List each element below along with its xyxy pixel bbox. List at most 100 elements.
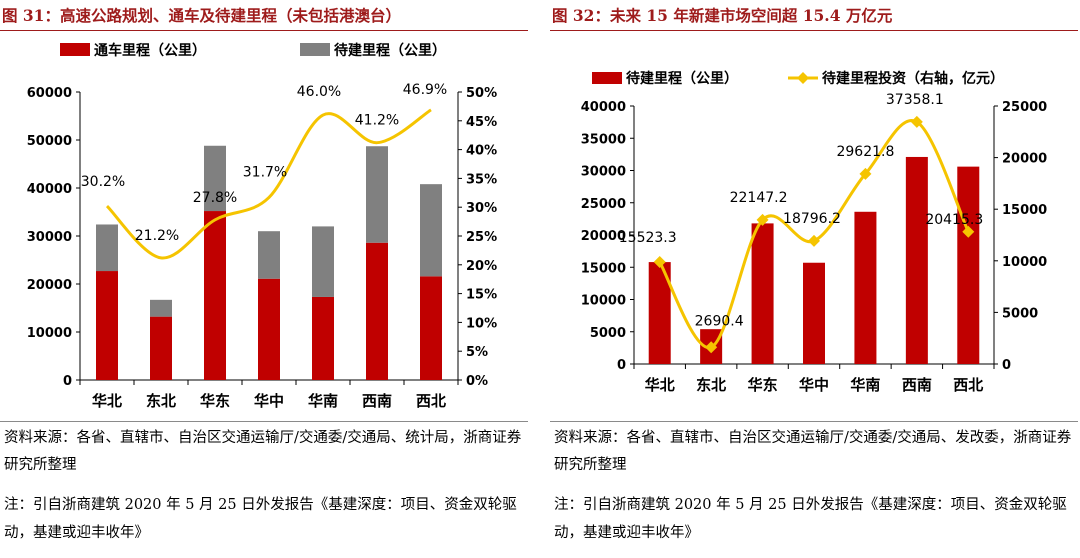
y-tick-label: 0 [617, 358, 626, 373]
x-category-label: 西北 [953, 376, 983, 394]
bar-pending-2 [204, 145, 226, 212]
y-tick-label: 20000 [581, 229, 626, 244]
line-data-label: 18796.2 [783, 211, 841, 227]
line-data-label: 22147.2 [730, 190, 788, 206]
bar-pending-1 [150, 299, 172, 317]
bar-pending-6 [420, 184, 442, 277]
line-data-label: 21.2% [135, 228, 179, 244]
investment-marker [705, 341, 718, 354]
y2-tick-label: 15000 [1002, 203, 1047, 218]
x-category-label: 东北 [696, 376, 726, 394]
y-tick-label: 10000 [27, 326, 72, 341]
investment-marker [808, 234, 820, 247]
left-figure-title: 图 31：高速公路规划、通车及待建里程（未包括港澳台） [2, 6, 401, 25]
bar-pending-4 [854, 211, 877, 364]
y2-tick-label: 35% [466, 172, 497, 187]
line-data-label: 37358.1 [886, 92, 944, 108]
line-data-label: 46.9% [403, 82, 447, 98]
legend-label-bar: 待建里程（公里） [626, 70, 738, 87]
y2-tick-label: 40% [466, 144, 497, 159]
line-data-label: 27.8% [193, 190, 237, 206]
left-stacked-bar-chart: 通车里程（公里） 待建里程（公里） 0 10000 20000 30000 40000 500… [27, 42, 497, 410]
left-bottom-rule [0, 421, 528, 422]
y2-tick-label: 15% [466, 288, 497, 303]
x-category-label: 华北 [92, 392, 122, 410]
y2-tick-label: 20000 [1002, 152, 1047, 167]
x-category-label: 华中 [254, 392, 284, 410]
right-source-note: 资料来源：各省、直辖市、自治区交通运输厅/交通委/交通局、发改委，浙商证券研究所… [554, 430, 1072, 473]
legend-swatch-pending [300, 43, 330, 56]
line-data-label: 2690.4 [695, 313, 744, 329]
bar-open-1 [150, 316, 172, 380]
bar-open-2 [204, 211, 226, 380]
bar-pending-4 [312, 226, 334, 297]
y2-tick-label: 0% [466, 374, 488, 389]
legend-swatch-bar [592, 72, 622, 84]
bar-pending-0 [96, 224, 118, 272]
legend-label-investment: 待建里程投资（右轴，亿元） [822, 70, 1004, 87]
right-footnote: 注：引自浙商建筑 2020 年 5 月 25 日外发报告《基建深度：项目、资金双… [554, 497, 1067, 541]
y2-tick-label: 5% [466, 345, 488, 360]
y-tick-label: 5000 [590, 326, 626, 341]
left-figure-panel: 图 31：高速公路规划、通车及待建里程（未包括港澳台） 通车里程（公里） 待建里程… [0, 0, 530, 558]
left-footnote: 注：引自浙商建筑 2020 年 5 月 25 日外发报告《基建深度：项目、资金双… [4, 497, 517, 541]
y2-tick-label: 50% [466, 86, 497, 101]
right-figure-title: 图 32：未来 15 年新建市场空间超 15.4 万亿元 [552, 6, 893, 25]
y2-tick-label: 0 [1002, 358, 1011, 373]
y-tick-label: 15000 [581, 261, 626, 276]
bar-open-3 [258, 278, 280, 380]
bar-pending-0 [648, 262, 671, 364]
bar-pending-2 [751, 223, 774, 364]
legend-label-open: 通车里程（公里） [94, 42, 206, 59]
legend-swatch-open [60, 43, 90, 56]
bar-pending-6 [957, 166, 980, 364]
x-category-label: 华中 [799, 376, 829, 394]
x-category-label: 西北 [416, 392, 446, 410]
bar-pending-5 [905, 156, 928, 364]
bar-pending-3 [803, 262, 825, 364]
x-category-label: 华东 [200, 392, 230, 410]
bar-pending-3 [258, 231, 280, 279]
investment-marker [653, 256, 666, 269]
line-data-label: 30.2% [81, 174, 125, 190]
y-tick-label: 10000 [581, 294, 626, 309]
right-bottom-rule [550, 421, 1078, 422]
x-category-label: 东北 [146, 392, 176, 410]
y-tick-label: 30000 [27, 230, 72, 245]
left-title-rule [0, 30, 528, 31]
right-title-rule [550, 30, 1078, 31]
y2-tick-label: 10% [466, 316, 497, 331]
right-bar-line-chart: 待建里程（公里） 待建里程投资（右轴，亿元） 0 5000 10000 15000 2000… [581, 70, 1047, 394]
y-tick-label: 35000 [581, 132, 626, 147]
ratio-line [105, 108, 432, 260]
line-data-label: 31.7% [243, 164, 287, 180]
y2-tick-label: 5000 [1002, 306, 1038, 321]
investment-marker [859, 167, 872, 180]
y-tick-label: 40000 [27, 182, 72, 197]
line-data-label: 29621.8 [836, 144, 894, 160]
line-data-label: 20415.3 [925, 212, 983, 228]
bar-open-5 [366, 242, 388, 380]
bar-open-4 [312, 296, 334, 380]
y-tick-label: 40000 [581, 100, 626, 115]
y-tick-label: 0 [63, 374, 72, 389]
left-source-note: 资料来源：各省、直辖市、自治区交通运输厅/交通委/交通局、统计局，浙商证券研究所… [4, 430, 522, 473]
bar-pending-5 [366, 146, 388, 243]
y2-tick-label: 45% [466, 115, 497, 130]
y2-tick-label: 30% [466, 201, 497, 216]
x-category-label: 华北 [645, 376, 675, 394]
investment-marker [962, 225, 975, 238]
bar-open-6 [420, 276, 442, 380]
right-figure-panel: 图 32：未来 15 年新建市场空间超 15.4 万亿元 待建里程（公里） 待建里… [550, 0, 1080, 558]
y-tick-label: 25000 [581, 197, 626, 212]
y-tick-label: 60000 [27, 86, 72, 101]
y2-tick-label: 10000 [1002, 255, 1047, 270]
x-category-label: 华南 [850, 376, 880, 394]
investment-marker [756, 213, 769, 226]
bar-open-0 [96, 271, 118, 380]
y-tick-label: 20000 [27, 278, 72, 293]
y2-tick-label: 25% [466, 230, 497, 245]
legend-marker-investment [797, 72, 809, 84]
y-tick-label: 50000 [27, 134, 72, 149]
y2-tick-label: 25000 [1002, 100, 1047, 115]
